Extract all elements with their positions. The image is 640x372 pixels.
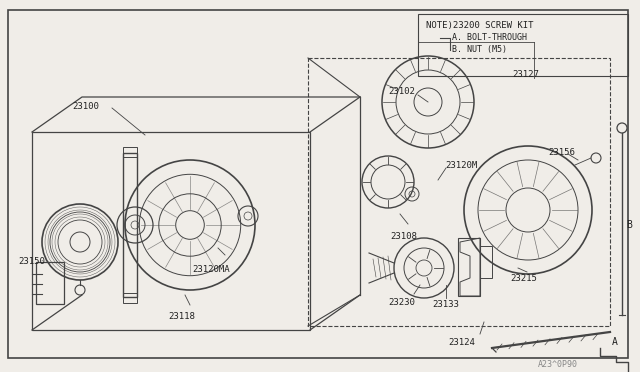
Bar: [308, 58, 610, 326]
Bar: [458, 238, 480, 296]
Text: A23^0P90: A23^0P90: [538, 360, 578, 369]
Text: 23120M: 23120M: [445, 161, 477, 170]
Text: 23127: 23127: [512, 70, 539, 79]
Text: 23215: 23215: [510, 274, 537, 283]
Text: 23150: 23150: [18, 257, 45, 266]
Text: 23120MA: 23120MA: [192, 265, 230, 274]
Text: 23108: 23108: [390, 232, 417, 241]
Bar: [32, 132, 310, 330]
Text: B: B: [626, 220, 632, 230]
Text: B. NUT (M5): B. NUT (M5): [452, 45, 507, 54]
Text: 23118: 23118: [168, 312, 195, 321]
Text: 23133: 23133: [432, 300, 459, 309]
Text: 23124: 23124: [448, 338, 475, 347]
Text: NOTE)23200 SCREW KIT: NOTE)23200 SCREW KIT: [426, 21, 534, 30]
Text: 23230: 23230: [388, 298, 415, 307]
Bar: [123, 147, 137, 157]
Text: 23102: 23102: [388, 87, 415, 96]
Bar: [123, 293, 137, 303]
Bar: [36, 262, 64, 304]
Text: A. BOLT-THROUGH: A. BOLT-THROUGH: [452, 33, 527, 42]
Text: 23156: 23156: [548, 148, 575, 157]
Bar: [418, 14, 628, 76]
Text: A: A: [612, 337, 618, 347]
Bar: [480, 246, 492, 278]
Text: 23100: 23100: [72, 102, 99, 111]
